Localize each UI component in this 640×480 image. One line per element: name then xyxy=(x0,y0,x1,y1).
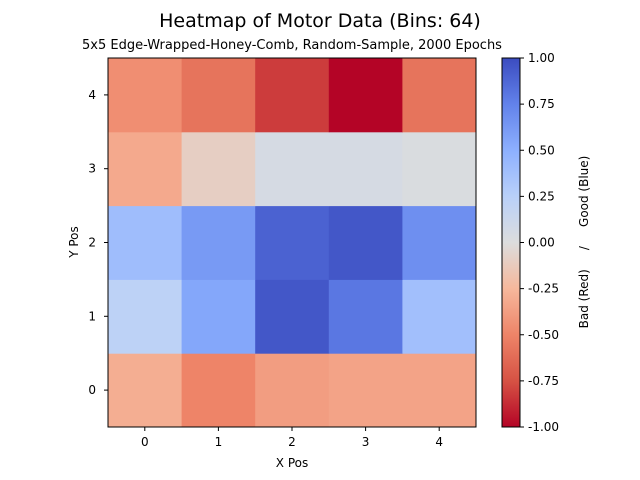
y-tick-label: 3 xyxy=(88,162,96,176)
heatmap-cell xyxy=(108,279,183,354)
y-axis-label: Y Pos xyxy=(67,226,81,259)
colorbar-label: Bad (Red) / Good (Blue) xyxy=(577,156,591,329)
heatmap-cell xyxy=(402,205,477,280)
colorbar-tick-label: -1.00 xyxy=(528,420,559,434)
colorbar-tick-label: 0.00 xyxy=(528,236,555,250)
x-tick-label: 0 xyxy=(141,435,149,449)
heatmap-cell xyxy=(255,353,330,428)
chart-subtitle: 5x5 Edge-Wrapped-Honey-Comb, Random-Samp… xyxy=(82,38,502,53)
colorbar-tick-label: 0.25 xyxy=(528,189,555,203)
heatmap-cell xyxy=(328,279,403,354)
heatmap-cell xyxy=(108,131,183,207)
x-tick-label: 1 xyxy=(215,435,223,449)
heatmap-cell xyxy=(255,205,330,280)
heatmap-cell xyxy=(255,279,330,354)
colorbar-tick-label: 1.00 xyxy=(528,51,555,65)
heatmap-cell xyxy=(402,279,477,354)
x-axis-ticks: 0 1 2 3 4 xyxy=(141,427,443,449)
heatmap-cell xyxy=(255,58,330,133)
x-tick-label: 4 xyxy=(435,435,443,449)
heatmap-cell xyxy=(328,58,403,133)
heatmap-cell xyxy=(181,353,256,428)
heatmap-cell xyxy=(108,205,183,280)
x-tick-label: 2 xyxy=(288,435,296,449)
y-tick-label: 0 xyxy=(88,383,96,397)
heatmap-cell xyxy=(181,58,256,133)
x-tick-label: 3 xyxy=(362,435,370,449)
colorbar-tick-label: 0.75 xyxy=(528,97,555,111)
chart-title: Heatmap of Motor Data (Bins: 64) xyxy=(159,10,481,32)
colorbar-tick-label: 0.50 xyxy=(528,143,555,157)
heatmap-cell xyxy=(328,131,403,207)
heatmap-cell xyxy=(255,131,330,207)
colorbar-ticks: -1.00 -0.75 -0.50 -0.25 0.00 0.25 0.50 0.75 1.00 xyxy=(520,51,559,434)
heatmap-cells xyxy=(108,58,477,428)
y-tick-label: 1 xyxy=(88,309,96,323)
heatmap-cell xyxy=(181,205,256,280)
heatmap-cell xyxy=(402,131,477,207)
y-tick-label: 4 xyxy=(88,88,96,102)
heatmap-cell xyxy=(402,58,477,133)
colorbar-tick-label: -0.75 xyxy=(528,374,559,388)
x-axis-label: X Pos xyxy=(276,456,308,470)
colorbar-tick-label: -0.25 xyxy=(528,282,559,296)
heatmap-cell xyxy=(181,279,256,354)
colorbar-tick-label: -0.50 xyxy=(528,328,559,342)
y-tick-label: 2 xyxy=(88,236,96,250)
heatmap-cell xyxy=(108,353,183,428)
heatmap-cell xyxy=(328,205,403,280)
heatmap-cell xyxy=(108,58,183,133)
heatmap-cell xyxy=(402,353,477,428)
heatmap-cell xyxy=(328,353,403,428)
y-axis-ticks: 0 1 2 3 4 xyxy=(88,88,108,397)
colorbar xyxy=(501,57,521,428)
heatmap-cell xyxy=(181,131,256,207)
